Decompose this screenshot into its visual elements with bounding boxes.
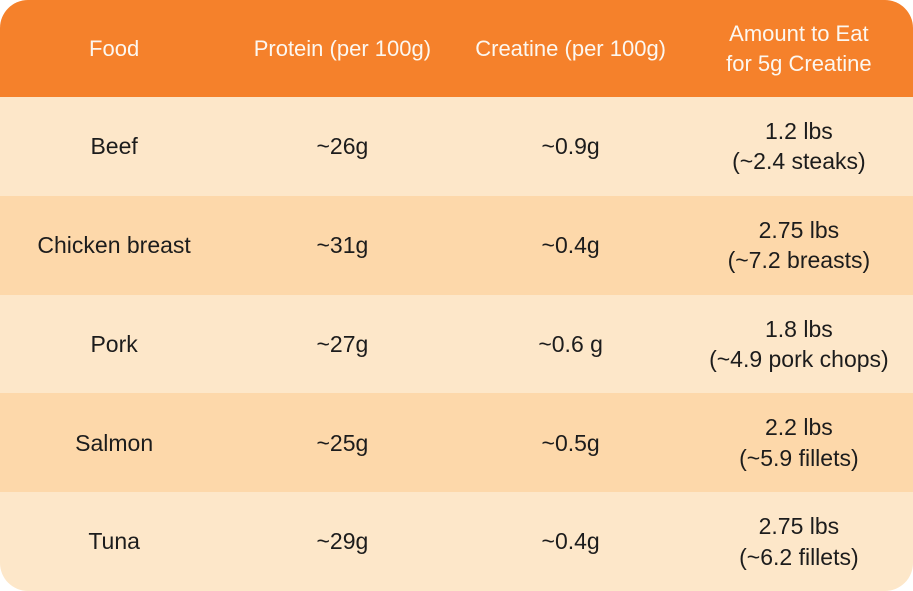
amount-line2: (~4.9 pork chops)	[709, 345, 889, 372]
cell-protein: ~29g	[228, 492, 456, 591]
amount-line1: 2.2 lbs	[764, 414, 833, 441]
creatine-value: ~0.4g	[541, 528, 600, 555]
table-header-row: Food Protein (per 100g) Creatine (per 10…	[0, 0, 913, 97]
table-row-beef: Beef ~26g ~0.9g 1.2 lbs (~2.4 steaks)	[0, 97, 913, 196]
amount-line1: 1.2 lbs	[764, 118, 833, 145]
creatine-value: ~0.6 g	[538, 330, 603, 357]
protein-value: ~29g	[316, 528, 369, 555]
creatine-value: ~0.5g	[541, 429, 600, 456]
cell-food: Beef	[0, 97, 228, 196]
cell-creatine: ~0.4g	[457, 492, 685, 591]
amount-line1: 2.75 lbs	[758, 513, 840, 540]
protein-value: ~25g	[316, 429, 369, 456]
food-value: Beef	[90, 133, 138, 160]
cell-amount: 2.75 lbs (~7.2 breasts)	[685, 196, 913, 295]
amount-line2: (~7.2 breasts)	[727, 247, 871, 274]
cell-creatine: ~0.6 g	[457, 295, 685, 394]
food-value: Tuna	[88, 528, 140, 555]
header-protein-label: Protein (per 100g)	[253, 35, 432, 61]
header-amount-line1: Amount to Eat	[729, 21, 869, 47]
header-amount: Amount to Eat for 5g Creatine	[685, 0, 913, 97]
header-creatine: Creatine (per 100g)	[457, 0, 685, 97]
header-food: Food	[0, 0, 228, 97]
food-value: Salmon	[75, 429, 154, 456]
amount-line1: 2.75 lbs	[758, 216, 840, 243]
cell-food: Tuna	[0, 492, 228, 591]
cell-protein: ~25g	[228, 393, 456, 492]
table-row-chicken-breast: Chicken breast ~31g ~0.4g 2.75 lbs (~7.2…	[0, 195, 913, 295]
amount-line2: (~2.4 steaks)	[732, 148, 866, 175]
cell-creatine: ~0.4g	[457, 196, 685, 295]
food-value: Chicken breast	[37, 232, 191, 259]
header-amount-line2: for 5g Creatine	[726, 50, 872, 76]
header-creatine-label: Creatine (per 100g)	[475, 35, 667, 61]
cell-food: Chicken breast	[0, 196, 228, 295]
header-food-label: Food	[89, 35, 140, 61]
cell-food: Salmon	[0, 393, 228, 492]
creatine-value: ~0.4g	[541, 232, 600, 259]
food-value: Pork	[90, 330, 138, 357]
cell-creatine: ~0.9g	[457, 97, 685, 196]
table-row-tuna: Tuna ~29g ~0.4g 2.75 lbs (~6.2 fillets)	[0, 492, 913, 591]
creatine-value: ~0.9g	[541, 133, 600, 160]
header-protein: Protein (per 100g)	[228, 0, 456, 97]
protein-value: ~26g	[316, 133, 369, 160]
protein-value: ~31g	[316, 232, 369, 259]
cell-protein: ~31g	[228, 196, 456, 295]
cell-amount: 1.8 lbs (~4.9 pork chops)	[685, 295, 913, 394]
cell-creatine: ~0.5g	[457, 393, 685, 492]
cell-amount: 1.2 lbs (~2.4 steaks)	[685, 97, 913, 196]
cell-protein: ~27g	[228, 295, 456, 394]
amount-line2: (~5.9 fillets)	[739, 444, 859, 471]
amount-line2: (~6.2 fillets)	[739, 543, 859, 570]
cell-amount: 2.2 lbs (~5.9 fillets)	[685, 393, 913, 492]
protein-value: ~27g	[316, 330, 369, 357]
cell-amount: 2.75 lbs (~6.2 fillets)	[685, 492, 913, 591]
table-row-pork: Pork ~27g ~0.6 g 1.8 lbs (~4.9 pork chop…	[0, 294, 913, 394]
amount-line1: 1.8 lbs	[764, 315, 833, 342]
cell-food: Pork	[0, 295, 228, 394]
table-row-salmon: Salmon ~25g ~0.5g 2.2 lbs (~5.9 fillets)	[0, 393, 913, 493]
cell-protein: ~26g	[228, 97, 456, 196]
